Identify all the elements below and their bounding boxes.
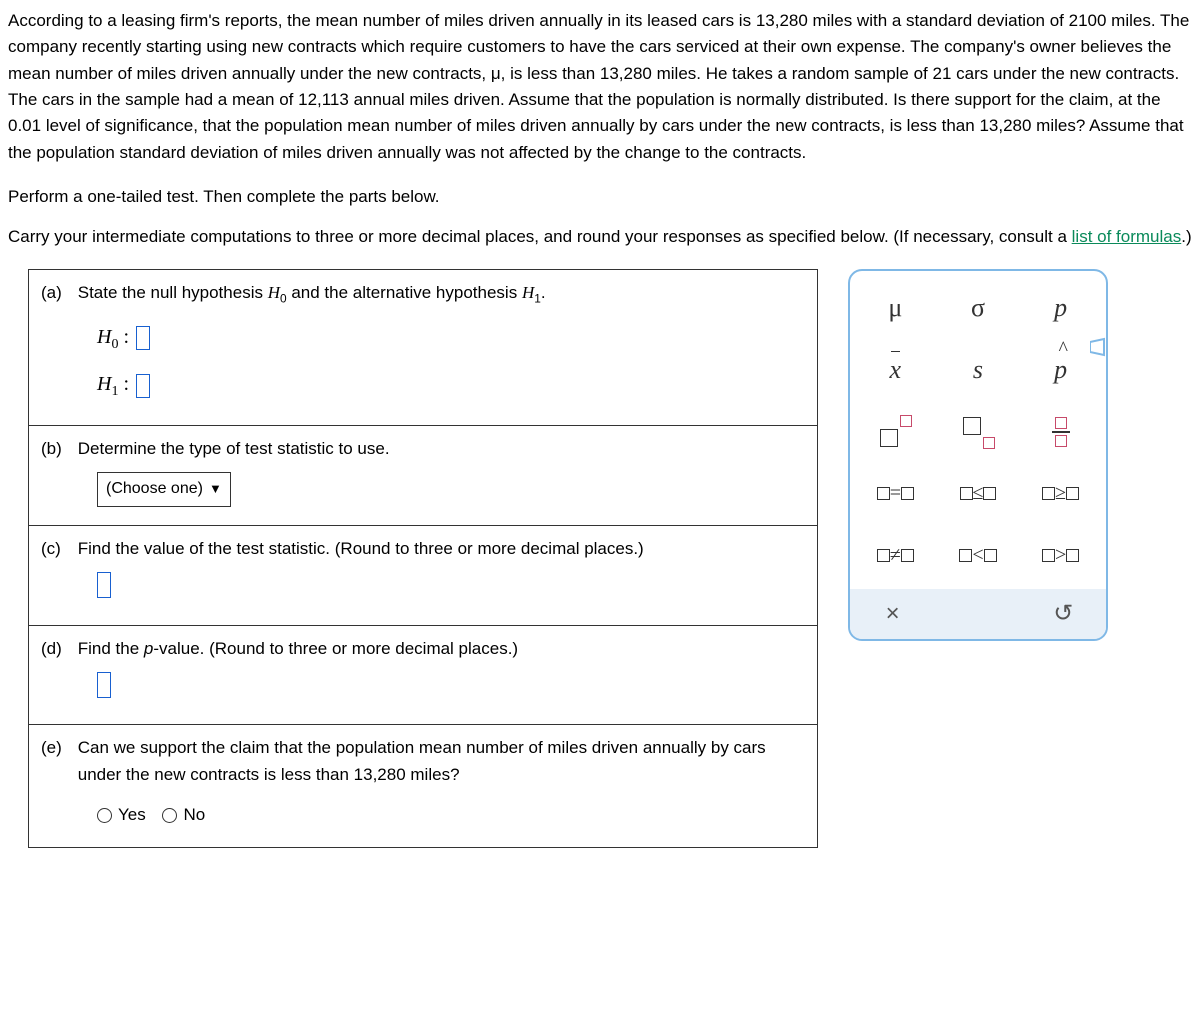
part-d-prompt: Find the p-value. (Round to three or mor… — [78, 636, 802, 662]
part-e-prompt: Can we support the claim that the popula… — [78, 735, 802, 788]
palette-p[interactable]: p — [1023, 281, 1098, 335]
palette-subscript[interactable] — [941, 405, 1016, 459]
h1-input[interactable] — [136, 374, 150, 398]
part-a-prompt: State the null hypothesis H0 and the alt… — [78, 280, 802, 308]
chevron-down-icon: ▼ — [209, 481, 222, 496]
palette-clear-button[interactable]: × — [850, 589, 935, 639]
palette-phat[interactable]: p — [1023, 343, 1098, 397]
callout-icon — [1090, 337, 1110, 357]
part-c-prompt: Find the value of the test statistic. (R… — [78, 536, 802, 562]
palette-s[interactable]: s — [941, 343, 1016, 397]
h0-input[interactable] — [136, 326, 150, 350]
part-d: (d) Find the p-value. (Round to three or… — [29, 626, 817, 726]
test-statistic-input[interactable] — [97, 572, 111, 598]
instruction-1: Perform a one-tailed test. Then complete… — [8, 184, 1192, 210]
palette-fraction[interactable] — [1023, 405, 1098, 459]
h1-row: H1 : — [97, 369, 805, 403]
instruction-2: Carry your intermediate computations to … — [8, 224, 1192, 250]
part-e: (e) Can we support the claim that the po… — [29, 725, 817, 847]
problem-statement: According to a leasing firm's reports, t… — [8, 8, 1192, 166]
radio-icon — [97, 808, 112, 823]
palette-lte[interactable]: ≤ — [941, 467, 1016, 521]
radio-icon — [162, 808, 177, 823]
part-b: (b) Determine the type of test statistic… — [29, 426, 817, 526]
h0-row: H0 : — [97, 322, 805, 356]
palette-gt[interactable]: > — [1023, 529, 1098, 583]
part-c-label: (c) — [41, 536, 73, 562]
part-c: (c) Find the value of the test statistic… — [29, 526, 817, 626]
palette-superscript[interactable] — [858, 405, 933, 459]
palette-mu[interactable]: μ — [858, 281, 933, 335]
part-d-label: (d) — [41, 636, 73, 662]
part-a: (a) State the null hypothesis H0 and the… — [29, 270, 817, 426]
palette-neq[interactable]: ≠ — [858, 529, 933, 583]
part-e-label: (e) — [41, 735, 73, 761]
p-value-input[interactable] — [97, 672, 111, 698]
palette-equals[interactable]: = — [858, 467, 933, 521]
palette-sigma[interactable]: σ — [941, 281, 1016, 335]
part-a-label: (a) — [41, 280, 73, 306]
answer-box: (a) State the null hypothesis H0 and the… — [28, 269, 818, 848]
palette-gte[interactable]: ≥ — [1023, 467, 1098, 521]
test-statistic-dropdown[interactable]: (Choose one)▼ — [97, 472, 231, 507]
radio-no[interactable]: No — [162, 802, 205, 828]
part-b-prompt: Determine the type of test statistic to … — [78, 436, 802, 462]
symbol-palette: μ σ p x s p — [848, 269, 1108, 641]
palette-xbar[interactable]: x — [858, 343, 933, 397]
formulas-link[interactable]: list of formulas — [1072, 227, 1182, 246]
palette-undo-button[interactable]: ↺ — [1021, 589, 1106, 639]
radio-yes[interactable]: Yes — [97, 802, 146, 828]
palette-lt[interactable]: < — [941, 529, 1016, 583]
part-b-label: (b) — [41, 436, 73, 462]
